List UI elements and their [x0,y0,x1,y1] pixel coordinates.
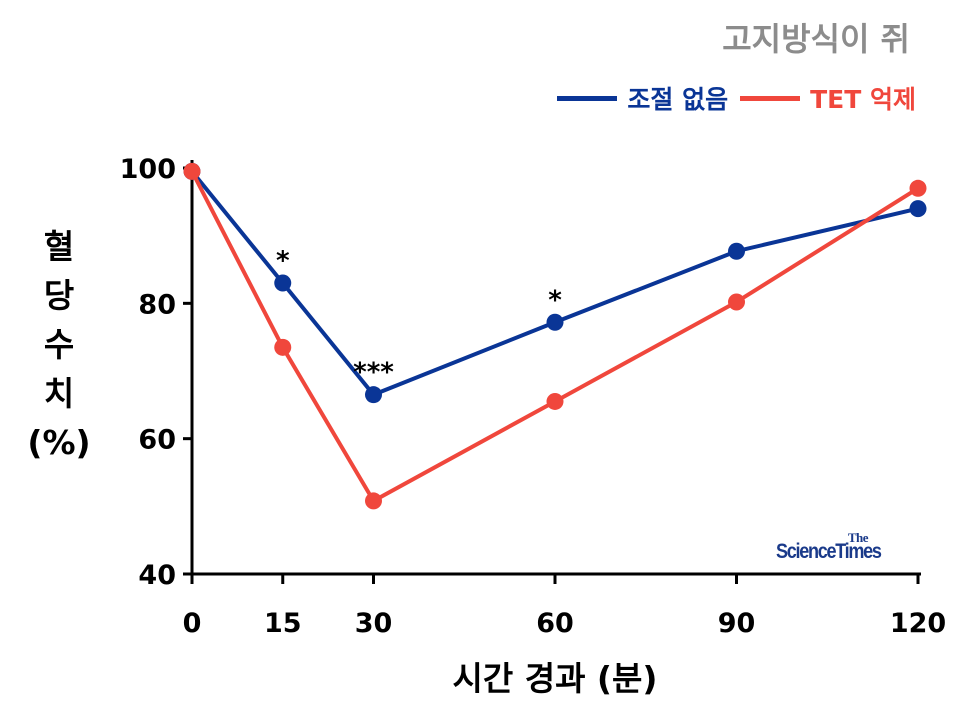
data-point-tet [183,162,201,180]
chart-subtitle: 고지방식이 쥐 [722,20,910,58]
data-point-control [274,274,292,292]
x-tick-label: 0 [183,608,202,639]
data-point-tet [728,293,745,311]
y-axis-label-unit: (%) [27,423,91,462]
y-tick-label: 60 [138,425,176,456]
data-point-control [365,386,382,404]
series-line-control [190,170,919,397]
x-tick-label: 90 [718,608,756,639]
significance-marker: *** [353,358,394,388]
legend-item-control: 조절 없음 [557,80,728,116]
y-axis-label-char: 당 [43,276,75,315]
y-axis-label-char: 치 [43,374,75,413]
legend-label-control: 조절 없음 [627,85,729,114]
y-axis-label: 혈 당 수 치 (%) [22,222,96,467]
significance-marker: * [276,246,290,276]
data-point-tet [909,179,927,197]
x-tick-label: 30 [355,608,393,639]
data-point-control [909,200,927,218]
x-axis-label: 시간 경과 (분) [452,659,658,698]
y-axis-label-char: 혈 [43,227,75,266]
y-axis-label-char: 수 [43,325,75,364]
legend: 조절 없음 TET 억제 [557,80,916,116]
series-line-tet [190,170,920,503]
y-tick-label: 40 [138,560,176,591]
data-point-tet [546,392,564,410]
legend-swatch-control [557,95,618,101]
x-tick-label: 60 [536,608,574,639]
data-point-tet [365,492,382,510]
x-tick-label: 120 [890,608,946,639]
legend-label-tet: TET 억제 [810,85,916,114]
data-point-control [728,242,745,260]
science-times-logo: The ScienceTimes [776,530,934,570]
data-point-control [546,313,564,331]
y-tick-label: 100 [120,154,176,185]
data-point-tet [274,338,292,356]
y-tick-label: 80 [138,289,176,320]
significance-marker: * [548,285,562,315]
x-tick-label: 15 [264,608,302,639]
legend-swatch-tet [740,95,801,101]
legend-item-tet: TET 억제 [740,80,916,116]
logo-main-text: ScienceTimes [776,540,882,563]
logo-the-text: The [847,530,869,545]
